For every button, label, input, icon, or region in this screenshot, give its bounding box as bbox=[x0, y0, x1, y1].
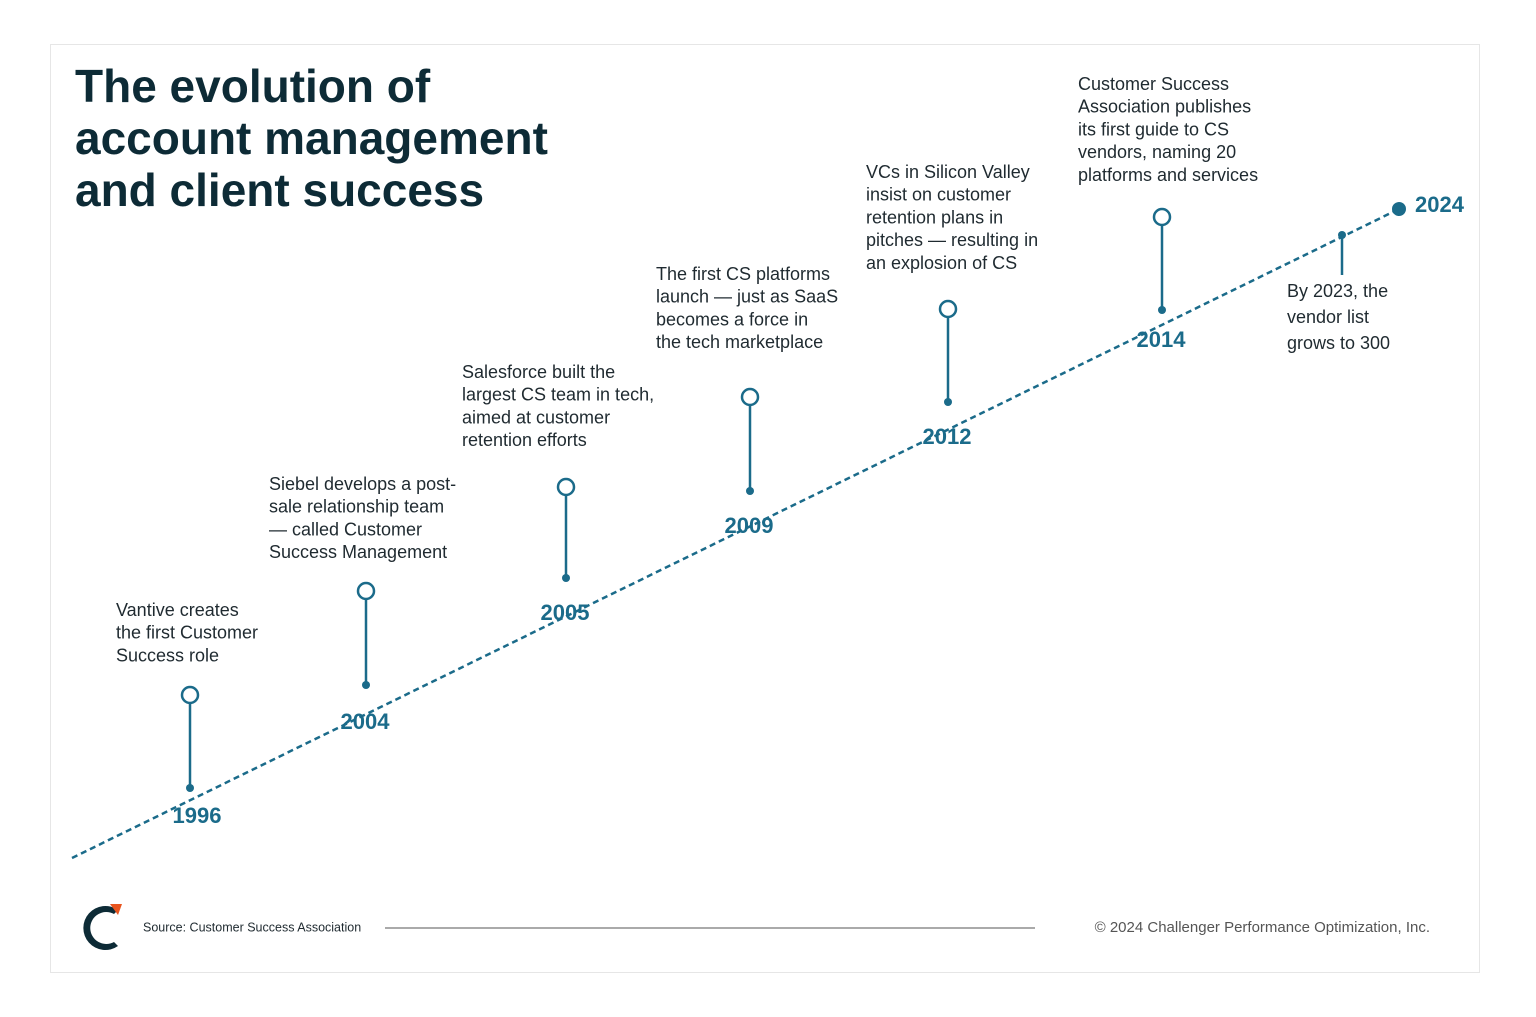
year: 2024 bbox=[1415, 192, 1465, 217]
description: Salesforce built the bbox=[462, 362, 615, 382]
description: — called Customer bbox=[269, 519, 422, 539]
description: aimed at customer bbox=[462, 407, 610, 427]
stem-dot bbox=[562, 574, 570, 582]
description: the tech marketplace bbox=[656, 332, 823, 352]
note: vendor list bbox=[1287, 307, 1369, 327]
end-dot bbox=[1392, 202, 1406, 216]
milestone bbox=[556, 477, 576, 497]
stem-dot bbox=[1158, 306, 1166, 314]
copyright: © 2024 Challenger Performance Optimizati… bbox=[1095, 919, 1430, 936]
title-line: account management bbox=[75, 112, 548, 164]
description: platforms and services bbox=[1078, 165, 1258, 185]
timeline bbox=[71, 207, 1400, 860]
milestone bbox=[1152, 207, 1172, 227]
description: the first Customer bbox=[116, 623, 258, 643]
description: retention plans in bbox=[866, 207, 1003, 227]
stem-dot bbox=[944, 398, 952, 406]
card bbox=[50, 44, 1480, 973]
title-line: The evolution of bbox=[75, 60, 431, 112]
description: becomes a force in bbox=[656, 309, 808, 329]
source: Source: Customer Success Association bbox=[143, 920, 361, 934]
description: sale relationship team bbox=[269, 497, 444, 517]
note-dot bbox=[1338, 231, 1346, 239]
description: vendors, naming 20 bbox=[1078, 142, 1236, 162]
description: VCs in Silicon Valley bbox=[866, 162, 1030, 182]
note: grows to 300 bbox=[1287, 333, 1390, 353]
description: launch — just as SaaS bbox=[656, 287, 838, 307]
description: insist on customer bbox=[866, 185, 1011, 205]
description: largest CS team in tech, bbox=[462, 385, 654, 405]
description: The first CS platforms bbox=[656, 264, 830, 284]
stem-dot bbox=[746, 487, 754, 495]
stem-dot bbox=[186, 784, 194, 792]
year: 1996 bbox=[173, 803, 222, 828]
description: Success Management bbox=[269, 542, 447, 562]
year: 2012 bbox=[923, 424, 972, 449]
description: pitches — resulting in bbox=[866, 230, 1038, 250]
milestone bbox=[740, 387, 760, 407]
description: Association publishes bbox=[1078, 97, 1251, 117]
description: an explosion of CS bbox=[866, 253, 1017, 273]
year: 2009 bbox=[725, 513, 774, 538]
milestone bbox=[180, 685, 200, 705]
title-line: and client success bbox=[75, 164, 484, 216]
description: retention efforts bbox=[462, 430, 587, 450]
year: 2004 bbox=[341, 709, 391, 734]
description: Customer Success bbox=[1078, 74, 1229, 94]
description: Vantive creates bbox=[116, 600, 239, 620]
milestone bbox=[938, 299, 958, 319]
logo bbox=[83, 904, 122, 950]
note: By 2023, the bbox=[1287, 281, 1388, 301]
stem-dot bbox=[362, 681, 370, 689]
description: Siebel develops a post- bbox=[269, 474, 456, 494]
description: Success role bbox=[116, 645, 219, 665]
description: its first guide to CS bbox=[1078, 119, 1229, 139]
milestone bbox=[356, 581, 376, 601]
year: 2005 bbox=[541, 600, 590, 625]
year: 2014 bbox=[1137, 327, 1187, 352]
